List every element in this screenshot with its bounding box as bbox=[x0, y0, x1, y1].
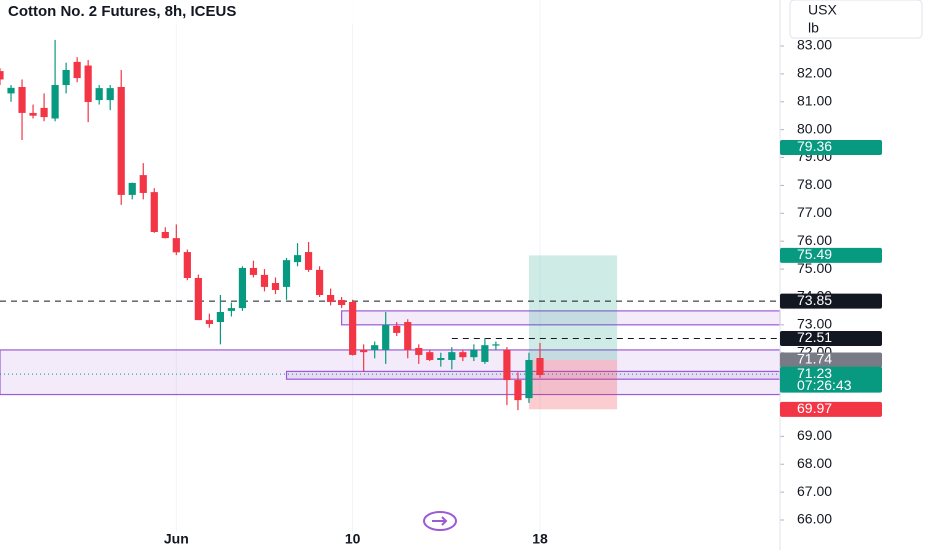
candle-body bbox=[459, 352, 467, 358]
price-badge bbox=[780, 247, 882, 263]
currency: USX bbox=[808, 2, 837, 18]
candle-body bbox=[194, 277, 202, 321]
price-badge-label: 79.36 bbox=[797, 138, 832, 154]
price-badge-label: 73.85 bbox=[797, 292, 832, 308]
candle-body bbox=[525, 359, 533, 399]
candle-body bbox=[95, 88, 103, 101]
candle-body bbox=[404, 322, 412, 350]
price-badge-label: 75.49 bbox=[797, 246, 832, 262]
y-tick-label: 67.00 bbox=[797, 483, 832, 499]
candle-body bbox=[426, 352, 434, 360]
candle-body bbox=[62, 69, 70, 86]
candle-body bbox=[0, 71, 4, 80]
price-badge bbox=[780, 293, 882, 309]
candle-body bbox=[271, 283, 280, 290]
candle-body bbox=[29, 112, 37, 116]
candle-body bbox=[18, 86, 26, 113]
candle-body bbox=[304, 252, 313, 270]
y-tick-label: 77.00 bbox=[797, 204, 832, 220]
y-tick-label: 80.00 bbox=[797, 120, 832, 136]
price-badge-label: 71.74 bbox=[797, 351, 832, 367]
zone bbox=[0, 349, 781, 396]
candle-body bbox=[172, 238, 180, 253]
candle-body bbox=[492, 344, 500, 346]
y-tick-label: 68.00 bbox=[797, 455, 832, 471]
candle-body bbox=[84, 65, 92, 103]
candle-body bbox=[40, 107, 48, 118]
candle-body bbox=[393, 325, 401, 333]
x-tick-label: 18 bbox=[532, 531, 548, 547]
y-tick-label: 73.00 bbox=[797, 316, 832, 332]
candle-body bbox=[415, 347, 423, 355]
candle-body bbox=[117, 86, 125, 195]
candle-body bbox=[227, 308, 236, 311]
y-tick-label: 78.00 bbox=[797, 176, 832, 192]
stop-area bbox=[528, 359, 618, 410]
unit-box[interactable] bbox=[789, 0, 923, 39]
candle-body bbox=[470, 349, 478, 358]
candle-body bbox=[360, 349, 368, 353]
plot-area bbox=[0, 0, 781, 532]
price-badge bbox=[780, 366, 882, 393]
candle-body bbox=[139, 175, 147, 193]
chart-title: Cotton No. 2 Futures, 8h, ICEUS bbox=[8, 3, 236, 20]
candle-body bbox=[106, 88, 114, 101]
y-tick-label: 82.00 bbox=[797, 65, 832, 81]
candle-body bbox=[514, 380, 522, 401]
price-badge bbox=[780, 401, 882, 417]
price-badge bbox=[780, 139, 882, 155]
candle-body bbox=[282, 260, 291, 287]
candle-body bbox=[183, 252, 191, 278]
candle-body bbox=[371, 345, 379, 350]
price-badge-label: 71.23 bbox=[797, 365, 832, 381]
unit: lb bbox=[808, 20, 819, 36]
y-tick-label: 66.00 bbox=[797, 511, 832, 527]
candle-body bbox=[161, 231, 169, 239]
candle-body bbox=[349, 301, 357, 355]
y-tick-label: 76.00 bbox=[797, 232, 832, 248]
candle-body bbox=[249, 267, 258, 275]
candle-body bbox=[327, 294, 335, 302]
candle-body bbox=[293, 255, 302, 263]
y-tick-label: 83.00 bbox=[797, 37, 832, 53]
candle-body bbox=[481, 345, 489, 362]
target-area bbox=[528, 255, 618, 360]
candle-body bbox=[7, 87, 15, 94]
candle-body bbox=[238, 267, 247, 309]
candle-body bbox=[382, 324, 390, 350]
candle-body bbox=[536, 358, 544, 376]
x-tick-label: 10 bbox=[345, 531, 361, 547]
candle-body bbox=[205, 320, 213, 324]
price-badge bbox=[780, 352, 882, 368]
candle-body bbox=[150, 192, 158, 232]
countdown: 07:26:43 bbox=[797, 377, 852, 393]
candle-body bbox=[338, 300, 346, 306]
x-tick-label: Jun bbox=[164, 531, 189, 547]
y-tick-label: 81.00 bbox=[797, 92, 832, 108]
price-badge-label: 72.51 bbox=[797, 329, 832, 345]
candle-body bbox=[448, 352, 456, 360]
candle-body bbox=[437, 358, 445, 360]
price-badge-label: 69.97 bbox=[797, 400, 832, 416]
y-tick-label: 69.00 bbox=[797, 427, 832, 443]
candle-body bbox=[73, 61, 81, 79]
logo[interactable] bbox=[423, 511, 457, 531]
title-backdrop bbox=[0, 0, 430, 24]
candle-body bbox=[315, 269, 324, 295]
candle-body bbox=[51, 85, 59, 119]
y-tick-label: 75.00 bbox=[797, 260, 832, 276]
candle-body bbox=[128, 182, 136, 195]
candle-body bbox=[216, 312, 224, 323]
price-badge bbox=[780, 330, 882, 346]
candle-body bbox=[260, 274, 269, 287]
candle-body bbox=[503, 349, 511, 381]
